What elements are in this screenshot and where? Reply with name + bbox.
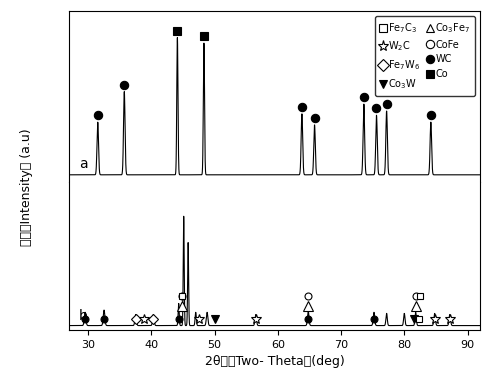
Text: 强度（Intensity） (a.u): 强度（Intensity） (a.u) xyxy=(20,129,33,246)
Legend: Fe$_7$C$_3$, W$_2$C, Fe$_7$W$_6$, Co$_3$W, Co$_3$Fe$_7$, CoFe, WC, Co: Fe$_7$C$_3$, W$_2$C, Fe$_7$W$_6$, Co$_3$… xyxy=(375,16,475,96)
Text: b: b xyxy=(79,309,88,323)
X-axis label: 2θ角（Two- Theta）(deg): 2θ角（Two- Theta）(deg) xyxy=(205,355,345,368)
Text: a: a xyxy=(79,157,88,171)
